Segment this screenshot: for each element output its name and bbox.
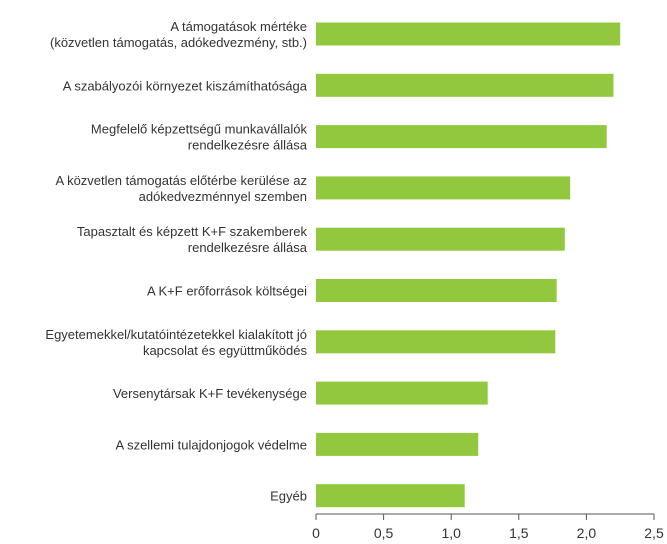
category-label-line: A támogatások mértéke xyxy=(170,19,307,34)
category-label-3: A közvetlen támogatás előtérbe kerülése … xyxy=(56,173,307,204)
bar-1 xyxy=(316,73,614,97)
category-label-line: A közvetlen támogatás előtérbe kerülése … xyxy=(56,173,307,188)
bar-9 xyxy=(316,484,465,508)
category-label-line: A szellemi tulajdonjogok védelme xyxy=(116,437,308,452)
category-label-6: Egyetemekkel/kutatóintézetekkel kialakít… xyxy=(45,327,307,358)
x-tick-label: 2,5 xyxy=(644,525,664,541)
bar-5 xyxy=(316,279,557,302)
category-label-2: Megfelelő képzettségű munkavállalók rende… xyxy=(91,122,308,153)
category-label-line: Egyetemekkel/kutatóintézetekkel kialakít… xyxy=(45,327,307,342)
category-label-line: adókedvezménnyel szemben xyxy=(139,189,307,204)
category-label-line: Megfelelő képzettségű munkavállalók xyxy=(91,122,308,137)
category-label-9: Egyéb xyxy=(270,489,307,504)
bar-8 xyxy=(316,432,479,456)
category-label-line: rendelkezésre állása xyxy=(188,240,308,255)
category-label-0: A támogatások mértéke (közvetlen támogatá… xyxy=(50,19,307,50)
category-label-line: Egyéb xyxy=(270,489,307,504)
category-labels: A támogatások mértéke (közvetlen támogatá… xyxy=(45,19,307,504)
category-label-line: kapcsolat és együttműködés xyxy=(143,343,308,358)
category-label-5: A K+F erőforrások költségei xyxy=(147,284,307,299)
category-label-1: A szabályozói környezet kiszámíthatósága xyxy=(63,78,308,93)
bar-0 xyxy=(316,22,621,46)
x-tick-label: 2,0 xyxy=(577,525,597,541)
category-label-line: rendelkezésre állása xyxy=(188,138,308,153)
category-label-line: (közvetlen támogatás, adókedvezmény, stb… xyxy=(50,35,307,50)
bar-4 xyxy=(316,227,565,251)
x-tick-label: 1,5 xyxy=(509,525,529,541)
bar-3 xyxy=(316,176,571,200)
category-label-7: Versenytársak K+F tevékenysége xyxy=(113,386,307,401)
category-label-line: Versenytársak K+F tevékenysége xyxy=(113,386,307,401)
bars-group xyxy=(316,22,621,508)
category-label-line: Tapasztalt és képzett K+F szakemberek xyxy=(77,224,308,239)
bar-6 xyxy=(316,330,556,354)
x-tick-label: 0,5 xyxy=(374,525,394,541)
bar-7 xyxy=(316,381,488,405)
bar-2 xyxy=(316,125,607,149)
category-label-line: A szabályozói környezet kiszámíthatósága xyxy=(63,78,308,93)
category-label-4: Tapasztalt és képzett K+F szakemberek ren… xyxy=(77,224,308,255)
category-label-8: A szellemi tulajdonjogok védelme xyxy=(116,437,308,452)
x-axis-ticks: 0 0,5 1,0 1,5 2,0 2,5 xyxy=(312,514,664,541)
x-tick-label: 0 xyxy=(312,525,320,541)
category-label-line: A K+F erőforrások költségei xyxy=(147,284,307,299)
x-tick-label: 1,0 xyxy=(441,525,461,541)
